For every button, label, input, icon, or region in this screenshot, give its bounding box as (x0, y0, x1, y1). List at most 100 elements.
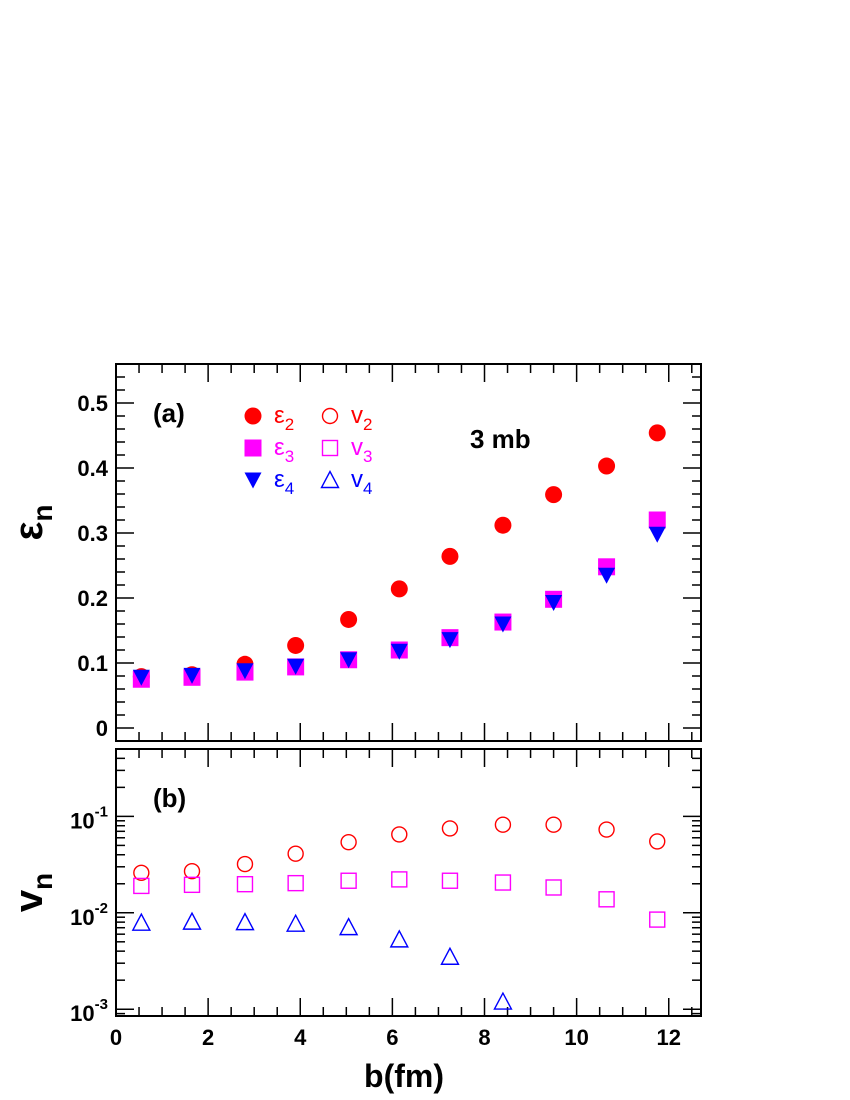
data-point (440, 946, 460, 965)
data-point (494, 816, 512, 833)
panel-label: (b) (153, 783, 186, 813)
y-axis-title: εn (7, 504, 58, 540)
data-point (648, 511, 666, 529)
data-point (389, 929, 409, 948)
y-tick-label: 0 (96, 716, 108, 741)
data-point (441, 820, 459, 837)
data-point (340, 652, 358, 669)
data-point (648, 424, 666, 442)
y-tick-label: 0.2 (77, 586, 108, 611)
legend-entry-v3: v3 (321, 434, 372, 466)
x-axis: 0 2 4 6 8 10 12 b(fm) (110, 1025, 681, 1094)
legend-marker (244, 407, 262, 425)
data-point (287, 658, 305, 675)
data-point (340, 872, 357, 889)
panel-b: 10-3 10-2 10-1 vn (b) (7, 748, 702, 1026)
data-point (441, 632, 459, 649)
y-tick-label: 0.5 (77, 391, 108, 416)
data-point (648, 526, 666, 543)
data-point (182, 911, 202, 930)
legend-label: v4 (351, 466, 372, 498)
x-tick-label: 2 (202, 1025, 214, 1050)
x-axis-title: b(fm) (364, 1058, 444, 1094)
series-ε4 (132, 526, 666, 686)
x-tick-label: 8 (478, 1025, 490, 1050)
legend-label: ε2 (274, 402, 294, 434)
data-point (494, 516, 512, 534)
x-tick-label: 0 (110, 1025, 122, 1050)
data-point (285, 913, 306, 932)
data-point (494, 874, 512, 891)
legend-entry-v2: v2 (321, 402, 372, 434)
panel-a: 0 0.1 0.2 0.3 0.4 0.5 εn (a) 3 mb (7, 363, 702, 742)
legend-marker (244, 439, 262, 457)
data-point (235, 912, 255, 931)
data-point (545, 879, 562, 896)
data-point (390, 643, 408, 660)
legend: ε2 v2 ε3 v3 ε4 v4 (244, 402, 372, 498)
legend-label: v2 (351, 402, 372, 434)
data-point (598, 567, 616, 584)
legend-marker (321, 407, 339, 425)
data-point (391, 826, 408, 843)
annotation: 3 mb (470, 424, 531, 454)
legend-marker (320, 470, 340, 489)
plot-frame (115, 748, 702, 1017)
legend-entry-ε2: ε2 (244, 402, 294, 434)
series-ε3 (132, 511, 666, 688)
data-point (598, 891, 615, 908)
data-point (131, 912, 151, 931)
y-axis-title: vn (7, 873, 58, 912)
series-v3 (133, 871, 666, 928)
legend-marker (244, 472, 262, 489)
data-point (236, 663, 254, 680)
data-point (441, 547, 459, 565)
data-point (340, 610, 358, 628)
data-point (340, 833, 357, 851)
y-tick-label: 10-3 (70, 996, 108, 1026)
data-point (287, 874, 304, 892)
y-tick-label: 10-2 (70, 900, 108, 930)
data-point (236, 875, 254, 893)
plot-frame (115, 363, 702, 742)
data-point (545, 486, 563, 504)
y-tick-label: 0.3 (77, 521, 108, 546)
data-point (236, 855, 254, 873)
legend-label: ε3 (274, 434, 294, 466)
x-tick-label: 4 (294, 1025, 307, 1050)
data-point (287, 636, 305, 654)
x-tick-label: 10 (564, 1025, 588, 1050)
data-point (598, 821, 615, 838)
series-v2 (133, 816, 666, 881)
legend-entry-ε4: ε4 (244, 466, 294, 498)
legend-entry-ε3: ε3 (244, 434, 294, 466)
data-point (287, 845, 304, 862)
data-point (391, 871, 408, 888)
y-tick-label: 0.1 (77, 651, 108, 676)
data-point (649, 833, 666, 850)
x-tick-label: 6 (386, 1025, 398, 1050)
legend-marker (321, 439, 339, 457)
panel-label: (a) (153, 398, 185, 428)
data-point (545, 816, 562, 833)
y-tick-label: 0.4 (77, 456, 108, 481)
legend-entry-v4: v4 (320, 466, 372, 498)
data-point (133, 864, 150, 881)
data-point (494, 616, 512, 633)
data-point (183, 667, 201, 684)
y-tick-label: 10-1 (70, 803, 108, 833)
data-point (183, 863, 201, 880)
x-tick-label: 12 (657, 1025, 681, 1050)
data-point (545, 595, 563, 612)
legend-label: v3 (351, 434, 372, 466)
data-point (493, 991, 513, 1010)
data-point (338, 917, 359, 936)
data-point (598, 457, 616, 475)
data-point (649, 911, 666, 928)
data-point (441, 872, 459, 889)
data-point (133, 877, 150, 895)
legend-label: ε4 (274, 466, 294, 498)
data-point (390, 580, 408, 598)
series-v4 (131, 911, 513, 1010)
